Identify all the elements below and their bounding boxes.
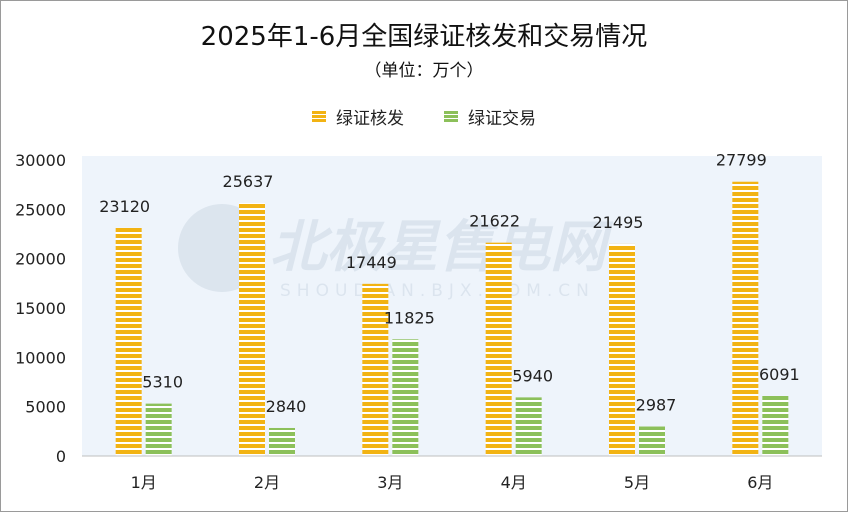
bar-traded: [392, 339, 419, 456]
x-tick-label: 5月: [624, 473, 650, 492]
x-tick-label: 4月: [501, 473, 527, 492]
data-labels: 23120 5310 25637 2840 17449 11825 21622 5940 214…: [99, 151, 799, 416]
legend-label-traded: 绿证交易: [468, 109, 536, 129]
plot-area: [82, 156, 822, 456]
data-label-issued: 25637: [223, 172, 274, 191]
data-label-traded: 2987: [636, 396, 677, 415]
bar-issued: [609, 243, 635, 456]
y-tick-label: 0: [56, 447, 66, 466]
chart-subtitle: （单位：万个）: [364, 61, 484, 81]
y-tick-label: 10000: [15, 348, 66, 367]
data-label-traded: 11825: [384, 308, 435, 327]
bars: [115, 181, 789, 456]
data-label-traded: 5310: [142, 373, 183, 392]
y-tick-label: 25000: [15, 200, 66, 219]
watermark-text: 北极星售电网: [270, 215, 614, 280]
chart-legend: 绿证核发 绿证交易: [0, 104, 848, 129]
x-axis: 1月 2月 3月 4月 5月 6月: [82, 455, 822, 492]
x-tick-label: 2月: [254, 473, 280, 492]
bar-issued: [362, 283, 389, 456]
legend-item-issued: 绿证核发: [312, 104, 404, 129]
x-tick-label: 1月: [131, 473, 157, 492]
bar-traded: [145, 403, 172, 456]
bar-traded: [515, 397, 542, 456]
data-label-issued: 21495: [593, 213, 644, 232]
bar-issued: [732, 181, 759, 456]
data-label-issued: 21622: [469, 212, 520, 231]
y-tick-label: 5000: [25, 398, 66, 417]
x-tick-label: 3月: [377, 473, 403, 492]
data-label-issued: 23120: [99, 197, 150, 216]
data-label-traded: 5940: [512, 366, 553, 385]
x-tick-label: 6月: [747, 473, 773, 492]
data-label-traded: 6091: [759, 365, 800, 384]
bar-issued: [485, 242, 512, 456]
bar-issued: [239, 203, 265, 456]
legend-swatch-traded: [444, 110, 458, 123]
bar-traded: [269, 427, 295, 456]
legend-item-traded: 绿证交易: [444, 104, 536, 129]
y-tick-label: 15000: [15, 299, 66, 318]
legend-swatch-issued: [312, 110, 326, 123]
data-label-issued: 17449: [346, 253, 397, 272]
y-tick-label: 20000: [15, 250, 66, 269]
bar-traded: [762, 395, 789, 456]
y-axis: 0 5000 10000 15000 20000 25000 30000: [15, 151, 66, 466]
data-label-issued: 27799: [716, 151, 767, 170]
y-tick-label: 30000: [15, 151, 66, 170]
legend-label-issued: 绿证核发: [336, 109, 404, 129]
watermark-subtext: SHOUDIAN.BJX.COM.CN: [280, 281, 595, 301]
data-label-traded: 2840: [266, 397, 307, 416]
bar-traded: [639, 426, 665, 456]
chart-title: 2025年1-6月全国绿证核发和交易情况: [200, 22, 648, 52]
bar-issued: [115, 227, 142, 456]
